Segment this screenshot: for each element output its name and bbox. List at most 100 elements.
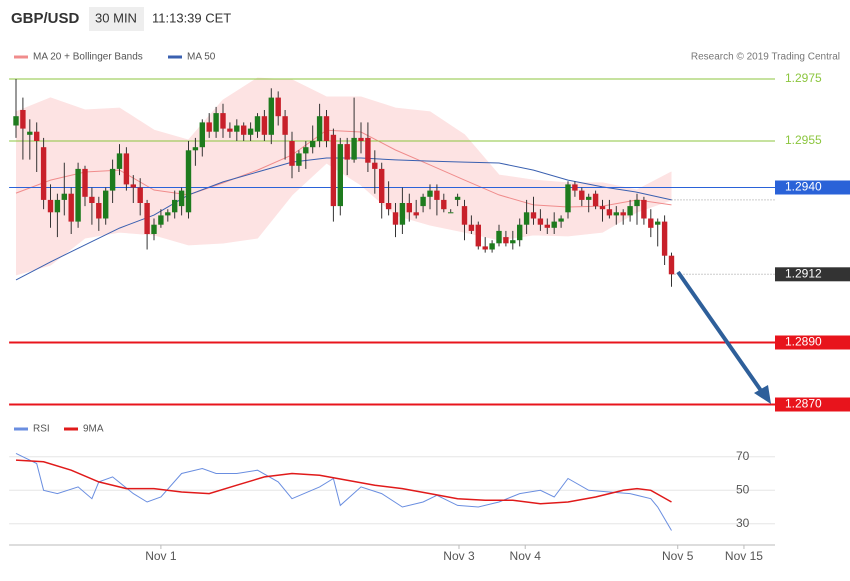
candle-body (351, 137, 357, 160)
candle-body (385, 203, 392, 210)
candle-body (220, 113, 226, 129)
candle-body (661, 221, 668, 256)
y-tick-label: 70 (736, 449, 750, 463)
candle-body (365, 137, 371, 163)
source: Research © 2019 Trading Central (691, 52, 840, 63)
candle-body (27, 131, 33, 135)
candle-body (406, 203, 412, 213)
candle-body (20, 110, 26, 129)
level-label: 1.2912 (785, 266, 822, 280)
candle-body (503, 237, 509, 244)
candle-body (199, 122, 205, 148)
candle-body (61, 193, 67, 200)
candle-body (344, 144, 350, 160)
candle-body (40, 147, 47, 200)
candle-body (565, 184, 571, 213)
level-label: 1.2955 (785, 133, 822, 147)
candle-body (530, 212, 537, 219)
candle-body (496, 230, 502, 244)
candle-body (151, 224, 157, 234)
candle-body (461, 206, 468, 225)
candle-body (413, 212, 419, 216)
candle-body (68, 193, 74, 222)
candle-body (620, 212, 626, 216)
level-label-box (775, 397, 850, 412)
x-tick-label: Nov 4 (510, 549, 542, 563)
candle-body (206, 122, 212, 132)
y-tick-label: 50 (736, 482, 750, 496)
candle-body (648, 218, 654, 228)
level-label-box (775, 267, 850, 282)
bollinger-lower (15, 162, 672, 276)
candle-body (289, 141, 295, 166)
candle-body (420, 196, 426, 207)
candle-body (517, 224, 523, 241)
candle-body (241, 125, 247, 135)
candle-body (137, 187, 143, 203)
bollinger-band (16, 78, 672, 275)
candle-body (185, 150, 192, 213)
forecast-arrowhead (754, 385, 771, 404)
timeframe: 30 MIN (95, 10, 137, 25)
candle-body (234, 125, 240, 132)
candle-body (268, 97, 274, 135)
candle-body (330, 134, 337, 207)
timeframe-box (89, 7, 144, 31)
candle-body (130, 184, 136, 188)
legend-label: MA 20 + Bollinger Bands (33, 52, 143, 63)
candle-body (668, 255, 675, 275)
candle-body (54, 199, 61, 213)
candle-body (96, 203, 102, 219)
candle-body (261, 116, 268, 135)
candle-body (592, 193, 599, 207)
candle-body (337, 144, 343, 207)
candle-body (475, 224, 481, 247)
candle-body (482, 246, 488, 250)
candle-body (510, 240, 516, 244)
candle-body (247, 128, 254, 135)
chart-title: GBP/USD (11, 10, 80, 27)
candle-body (323, 116, 330, 141)
legend-label: RSI (33, 424, 50, 435)
candle-body (489, 243, 495, 250)
x-tick-label: Nov 5 (662, 549, 694, 563)
candle-body (172, 199, 178, 213)
x-tick-label: Nov 15 (725, 549, 763, 563)
candle-body (655, 221, 661, 225)
candle-body (627, 206, 633, 216)
candle-body (392, 212, 399, 225)
candle-body (165, 212, 171, 216)
candle-body (537, 218, 544, 225)
candle-body (599, 206, 606, 210)
legend-label: 9MA (83, 424, 104, 435)
candle-body (399, 203, 406, 225)
candle-body (454, 196, 461, 200)
y-tick-label: 30 (736, 516, 750, 530)
candle-body (75, 168, 81, 222)
candle-body (296, 153, 302, 166)
level-label-box (775, 335, 850, 350)
x-tick-label: Nov 1 (145, 549, 177, 563)
candle-body (372, 162, 378, 169)
candle-body (523, 212, 530, 225)
candle-body (634, 199, 640, 207)
candle-body (544, 224, 550, 228)
rsi-panel: 30 50 70 RSI 9MA Nov 1 Nov 3 Nov 4 Nov 5 Nov 15 (9, 424, 775, 563)
rsi-line (15, 452, 672, 531)
candle-body (282, 116, 288, 135)
x-tick-label: Nov 3 (443, 549, 475, 563)
bollinger-upper (15, 77, 672, 191)
legend-label: MA 50 (187, 52, 216, 63)
candle-body (613, 212, 619, 216)
candle-body (123, 153, 130, 185)
timestamp: 11:13:39 CET (152, 10, 231, 25)
candle-body (468, 224, 475, 231)
forecast-arrow (676, 270, 764, 394)
candle-body (13, 116, 19, 126)
candle-body (303, 147, 309, 154)
candle-body (34, 131, 40, 141)
level-label: 1.2940 (785, 180, 822, 194)
candle-body (158, 215, 164, 225)
candle-body (116, 153, 123, 169)
candle-body (358, 137, 364, 141)
